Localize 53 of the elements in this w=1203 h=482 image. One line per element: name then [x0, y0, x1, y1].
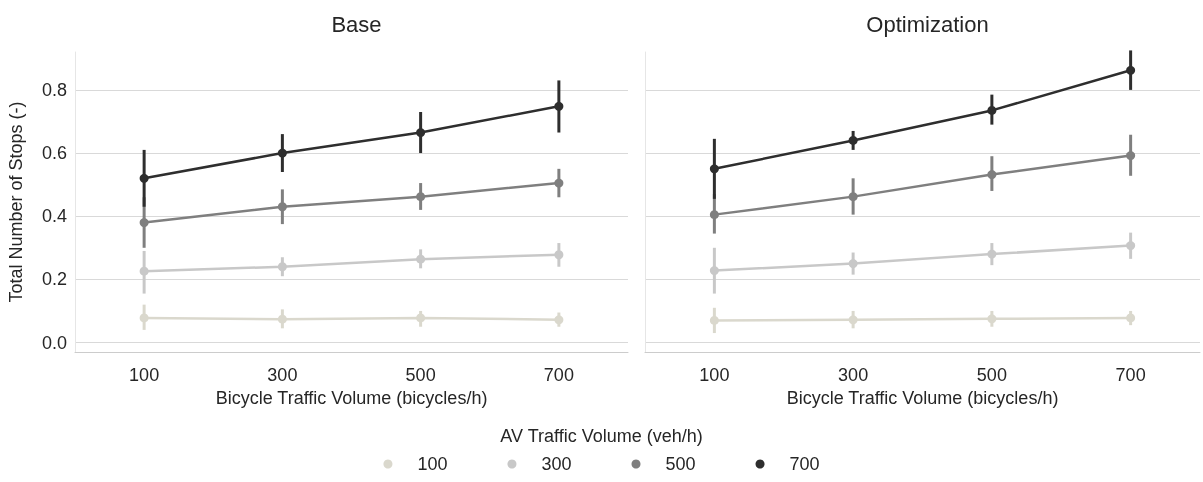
- point: [139, 266, 149, 276]
- x-tick-label: 500: [976, 365, 1007, 385]
- point: [139, 218, 149, 228]
- x-tick-label: 700: [1115, 365, 1146, 385]
- point: [416, 128, 426, 138]
- point: [709, 210, 719, 220]
- legend-label: 700: [789, 454, 820, 474]
- legend-label: 500: [665, 454, 696, 474]
- point: [416, 192, 426, 202]
- y-tick-label: 0.8: [41, 79, 67, 100]
- point: [277, 202, 287, 212]
- legend-label: 100: [417, 454, 448, 474]
- x-tick-label: 100: [699, 365, 730, 385]
- point: [1126, 241, 1136, 251]
- y-tick-label: 0.0: [41, 332, 67, 353]
- point: [987, 105, 997, 115]
- x-tick-label: 300: [267, 365, 298, 385]
- x-tick-label: 500: [405, 365, 436, 385]
- point: [709, 266, 719, 276]
- y-tick-label: 0.4: [41, 206, 67, 227]
- point: [139, 313, 149, 323]
- point: [139, 173, 149, 183]
- legend-title: AV Traffic Volume (veh/h): [500, 426, 703, 446]
- x-axis-title: Bicycle Traffic Volume (bicycles/h): [215, 387, 488, 408]
- point: [554, 178, 564, 188]
- point: [987, 170, 997, 180]
- y-tick-label: 0.6: [41, 143, 67, 164]
- point: [1126, 151, 1136, 161]
- point: [987, 314, 997, 324]
- y-axis-title: Total Number of Stops (-): [6, 101, 26, 303]
- x-tick-label: 300: [838, 365, 869, 385]
- chart-title: Base: [331, 11, 382, 37]
- point: [848, 315, 858, 325]
- point: [709, 164, 719, 174]
- point: [1126, 65, 1136, 75]
- y-tick-label: 0.2: [41, 269, 67, 290]
- point: [277, 148, 287, 158]
- point: [848, 135, 858, 145]
- point: [416, 254, 426, 264]
- legend-label: 300: [541, 454, 572, 474]
- x-axis-title: Bicycle Traffic Volume (bicycles/h): [786, 387, 1059, 408]
- point: [848, 259, 858, 269]
- chart-title: Optimization: [866, 11, 989, 37]
- x-tick-label: 100: [129, 365, 160, 385]
- point: [277, 262, 287, 272]
- point: [709, 315, 719, 325]
- point: [277, 314, 287, 324]
- point: [416, 313, 426, 323]
- point: [554, 101, 564, 111]
- x-tick-label: 700: [543, 365, 574, 385]
- point: [848, 192, 858, 202]
- point: [987, 249, 997, 259]
- point: [554, 250, 564, 260]
